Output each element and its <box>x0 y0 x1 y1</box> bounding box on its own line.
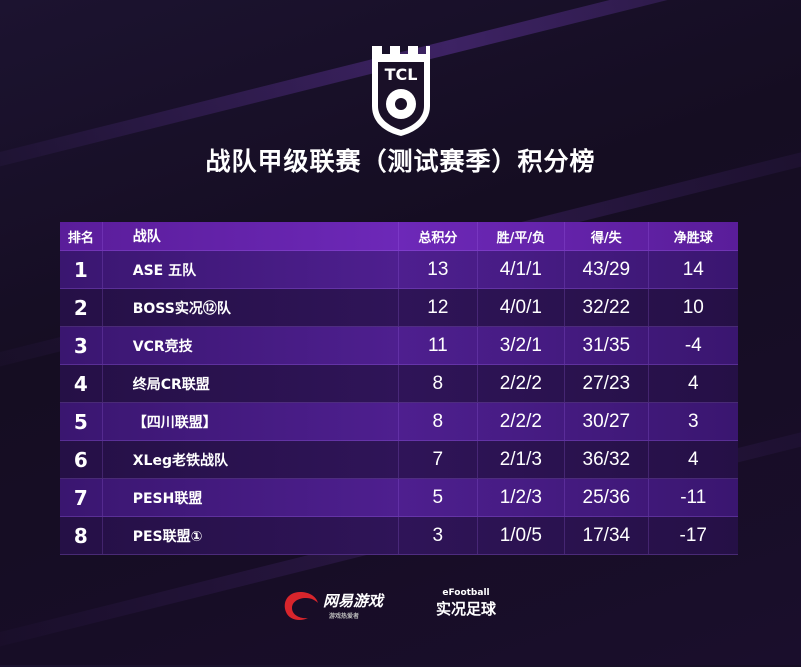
goal-diff-cell: 4 <box>687 372 699 394</box>
page-title: 战队甲级联赛（测试赛季）积分榜 <box>205 147 596 176</box>
rank-cell: 5 <box>60 403 103 440</box>
table-row: 7 PESH联盟 5 1/2/3 25/36 -11 <box>60 479 738 517</box>
team-cell: XLeg老铁战队 <box>103 441 400 478</box>
header-goal-diff: 净胜球 <box>673 230 713 246</box>
team-cell: ASE 五队 <box>103 251 400 288</box>
team-cell: 【四川联盟】 <box>103 403 400 440</box>
points-cell: 11 <box>399 327 478 364</box>
efootball-cn-text: 实况足球 <box>435 600 496 618</box>
goal-diff-cell: 3 <box>687 410 699 432</box>
points-cell: 8 <box>399 365 478 402</box>
netease-text: 网易游戏 <box>323 591 384 610</box>
table-row: 4 终局CR联盟 8 2/2/2 27/23 4 <box>60 365 738 403</box>
points-cell: 5 <box>399 479 478 516</box>
rank-cell: 8 <box>60 517 103 554</box>
points-cell: 8 <box>399 403 478 440</box>
logo-text: TCL <box>385 65 418 84</box>
team-cell: PES联盟① <box>103 517 400 554</box>
goals-cell: 17/34 <box>565 517 649 554</box>
team-cell: 终局CR联盟 <box>103 365 400 402</box>
points-cell: 12 <box>399 289 478 326</box>
goal-diff-cell: 10 <box>682 296 704 318</box>
rank-cell: 7 <box>60 479 103 516</box>
table-row: 6 XLeg老铁战队 7 2/1/3 36/32 4 <box>60 441 738 479</box>
table-row: 1 ASE 五队 13 4/1/1 43/29 14 <box>60 251 738 289</box>
wdl-cell: 2/1/3 <box>478 441 566 478</box>
table-row: 2 BOSS实况⑫队 12 4/0/1 32/22 10 <box>60 289 738 327</box>
goals-cell: 36/32 <box>565 441 649 478</box>
team-cell: VCR竞技 <box>103 327 400 364</box>
goal-diff-cell: 4 <box>687 448 699 470</box>
rank-cell: 6 <box>60 441 103 478</box>
table-row: 8 PES联盟① 3 1/0/5 17/34 -17 <box>60 517 738 555</box>
tcl-league-logo: TCL <box>372 46 430 136</box>
goal-diff-cell: 14 <box>682 258 704 280</box>
goals-cell: 43/29 <box>565 251 649 288</box>
goals-cell: 32/22 <box>565 289 649 326</box>
table-row: 3 VCR竞技 11 3/2/1 31/35 -4 <box>60 327 738 365</box>
header-goals: 得/失 <box>565 222 649 250</box>
rank-cell: 2 <box>60 289 103 326</box>
points-cell: 13 <box>399 251 478 288</box>
table-row: 5 【四川联盟】 8 2/2/2 30/27 3 <box>60 403 738 441</box>
wdl-cell: 1/2/3 <box>478 479 566 516</box>
wdl-cell: 4/1/1 <box>478 251 566 288</box>
goal-diff-cell: -11 <box>680 486 707 508</box>
netease-subtext: 游戏热爱者 <box>329 612 360 620</box>
goals-cell: 27/23 <box>565 365 649 402</box>
header-wdl: 胜/平/负 <box>478 222 566 250</box>
wdl-cell: 2/2/2 <box>478 403 566 440</box>
header-points: 总积分 <box>399 222 478 250</box>
table-header: 排名 战队 总积分 胜/平/负 得/失 净胜球 <box>60 222 738 251</box>
efootball-logo: eFootball 实况足球 <box>430 588 502 619</box>
wdl-cell: 1/0/5 <box>478 517 566 554</box>
team-cell: BOSS实况⑫队 <box>103 289 400 326</box>
goals-cell: 31/35 <box>565 327 649 364</box>
netease-logo: 网易游戏 游戏热爱者 <box>280 588 383 624</box>
header-team: 战队 <box>103 222 400 250</box>
team-cell: PESH联盟 <box>103 479 400 516</box>
rank-cell: 1 <box>60 251 103 288</box>
goals-cell: 30/27 <box>565 403 649 440</box>
points-cell: 7 <box>399 441 478 478</box>
wdl-cell: 4/0/1 <box>478 289 566 326</box>
rank-cell: 4 <box>60 365 103 402</box>
efootball-text: eFootball <box>442 588 490 598</box>
standings-table: 排名 战队 总积分 胜/平/负 得/失 净胜球 1 ASE 五队 13 4/1/1 43… <box>60 222 738 555</box>
wdl-cell: 2/2/2 <box>478 365 566 402</box>
points-cell: 3 <box>399 517 478 554</box>
netease-bird-icon <box>284 592 318 620</box>
goals-cell: 25/36 <box>565 479 649 516</box>
header-rank: 排名 <box>60 222 103 250</box>
wdl-cell: 3/2/1 <box>478 327 566 364</box>
rank-cell: 3 <box>60 327 103 364</box>
goal-diff-cell: -17 <box>679 524 707 546</box>
goal-diff-cell: -4 <box>684 334 702 356</box>
